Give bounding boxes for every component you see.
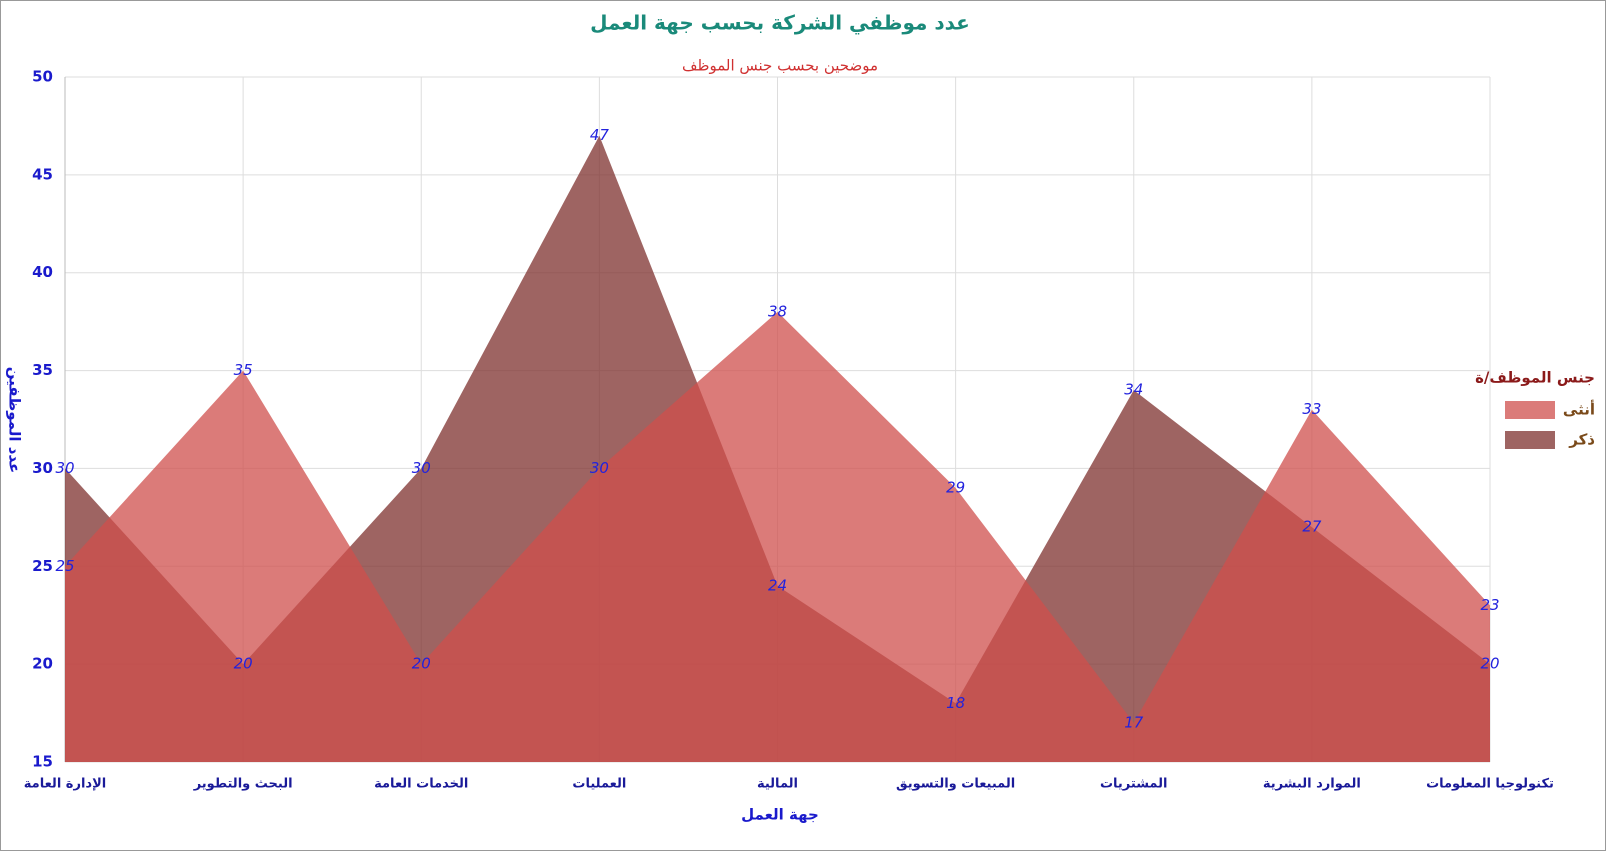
x-tick-label: المبيعات والتسويق	[896, 777, 1015, 792]
y-tick-label: 20	[32, 655, 53, 673]
value-label: 20	[234, 655, 253, 673]
value-label: 33	[1302, 400, 1321, 418]
x-tick-label: المالية	[757, 777, 798, 792]
value-label: 38	[768, 302, 787, 320]
chart-subtitle: موضحين بحسب جنس الموظف	[682, 57, 878, 75]
value-label: 47	[590, 126, 610, 144]
area	[65, 311, 1490, 762]
y-tick-label: 50	[32, 68, 53, 86]
x-axis-label: جهة العمل	[741, 806, 819, 824]
legend-label: أنثى	[1563, 400, 1595, 419]
value-label: 17	[1124, 713, 1144, 731]
y-tick-label: 40	[32, 263, 53, 281]
value-label: 24	[768, 576, 787, 594]
y-axis-label: عدد الموظفين	[6, 367, 24, 474]
legend-title: جنس الموظف/ة	[1475, 369, 1595, 387]
x-tick-label: الموارد البشرية	[1263, 777, 1361, 792]
value-label: 18	[946, 694, 965, 712]
x-tick-label: تكنولوجيا المعلومات	[1426, 777, 1554, 792]
y-tick-label: 15	[32, 753, 53, 771]
value-label: 23	[1480, 596, 1499, 614]
x-tick-label: العمليات	[572, 777, 626, 792]
value-label: 30	[590, 459, 609, 477]
x-tick-label: الخدمات العامة	[374, 777, 468, 792]
value-label: 30	[55, 459, 74, 477]
value-label: 30	[412, 459, 431, 477]
y-tick-label: 45	[32, 165, 53, 183]
value-label: 20	[1480, 655, 1499, 673]
value-label: 20	[412, 655, 431, 673]
chart-title: عدد موظفي الشركة بحسب جهة العمل	[590, 11, 970, 36]
area	[65, 135, 1490, 762]
value-label: 29	[946, 479, 965, 497]
value-label: 27	[1302, 518, 1322, 536]
y-tick-label: 35	[32, 361, 53, 379]
value-label: 25	[55, 557, 74, 575]
y-tick-label: 25	[32, 557, 53, 575]
value-label: 34	[1124, 381, 1143, 399]
legend-label: ذكر	[1568, 431, 1595, 449]
x-tick-label: الإدارة العامة	[24, 777, 106, 792]
legend-swatch	[1505, 401, 1555, 419]
y-tick-label: 30	[32, 459, 53, 477]
legend-swatch	[1505, 431, 1555, 449]
x-tick-label: البحث والتطوير	[193, 777, 293, 792]
value-label: 35	[234, 361, 253, 379]
x-tick-label: المشتريات	[1100, 777, 1168, 792]
